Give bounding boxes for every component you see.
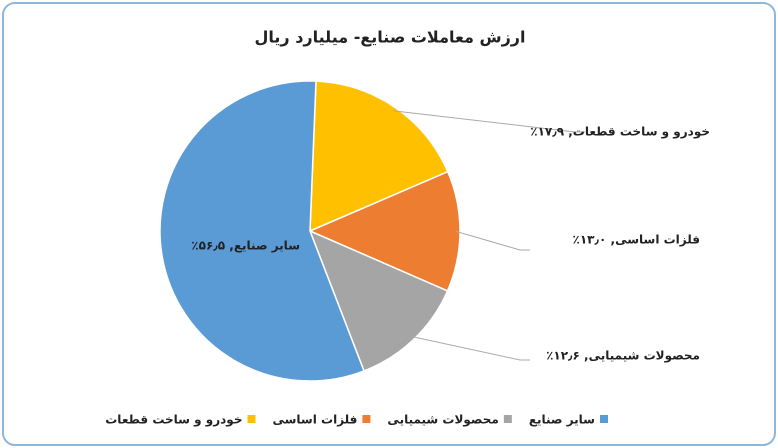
leader-line (392, 110, 585, 133)
legend-swatch (503, 415, 512, 423)
pie-slice (159, 80, 365, 382)
legend-label: محصولات شیمیایی (387, 413, 498, 428)
chart-title: ارزش معاملات صنایع- میلیارد ریال (255, 28, 526, 47)
data-label: فلزات اساسی, ۱۳٫۰٪ (573, 233, 700, 247)
legend-label: خودرو و ساخت قطعات (105, 413, 242, 428)
pie-slice (308, 229, 449, 372)
leader-line (410, 335, 530, 361)
data-label: خودرو و ساخت قطعات, ۱۷٫۹٪ (530, 125, 710, 140)
data-label: محصولات شیمیایی, ۱۲٫۶٪ (546, 349, 700, 364)
legend-label: فلزات اساسی (272, 413, 357, 427)
legend-label: سایر صنایع (529, 413, 595, 427)
pie-slice (309, 80, 449, 233)
legend-swatch (362, 415, 371, 423)
data-label: سایر صنایع, ۵۶٫۵٪ (191, 239, 300, 253)
leader-line (455, 230, 530, 251)
legend-swatch (247, 415, 256, 423)
legend-swatch (600, 415, 608, 423)
pie-slice (308, 170, 461, 292)
